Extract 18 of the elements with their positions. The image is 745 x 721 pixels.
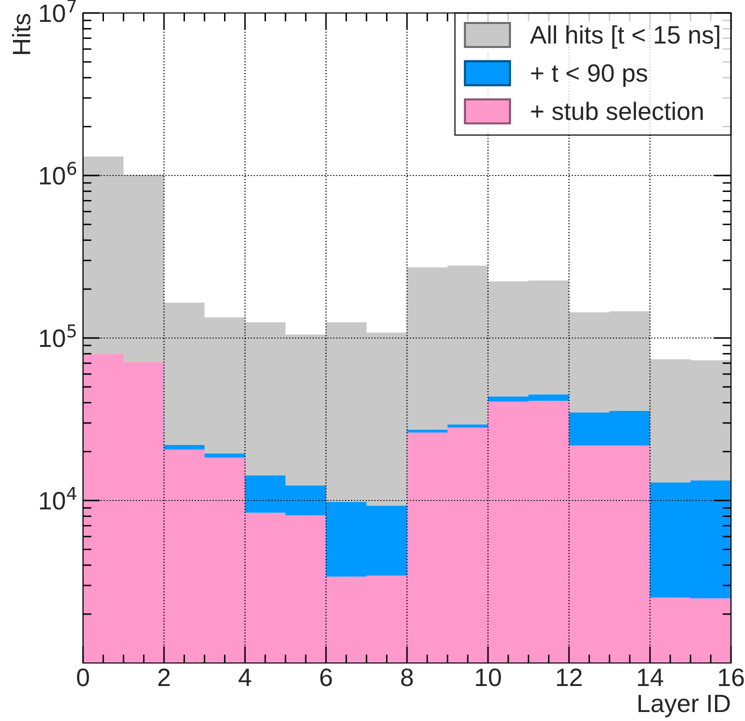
x-tick-label: 8 xyxy=(401,668,413,686)
x-tick-label: 12 xyxy=(557,668,582,686)
x-tick-label: 0 xyxy=(77,668,89,686)
x-tick-label: 4 xyxy=(238,668,252,686)
legend-label: + stub selection xyxy=(531,102,703,120)
x-tick-label: 14 xyxy=(638,668,664,686)
y-tick-label: 10$^{5}$ xyxy=(40,324,76,348)
x-tick-label: 6 xyxy=(320,668,332,686)
legend-label: + t < 90 ps xyxy=(531,64,648,87)
y-tick-label: 10$^{7}$ xyxy=(40,0,76,22)
y-tick-label: 10$^{4}$ xyxy=(40,487,76,510)
x-tick-label: 16 xyxy=(719,668,744,686)
x-tick-label: 10 xyxy=(476,668,501,686)
y-tick-label: 10$^{6}$ xyxy=(40,162,76,185)
x-tick-label: 2 xyxy=(158,668,170,686)
x-axis-title: Layer ID xyxy=(638,694,730,718)
y-axis-title: Hits xyxy=(12,14,30,54)
legend-label: All hits [t < 15 ns] xyxy=(530,25,720,49)
